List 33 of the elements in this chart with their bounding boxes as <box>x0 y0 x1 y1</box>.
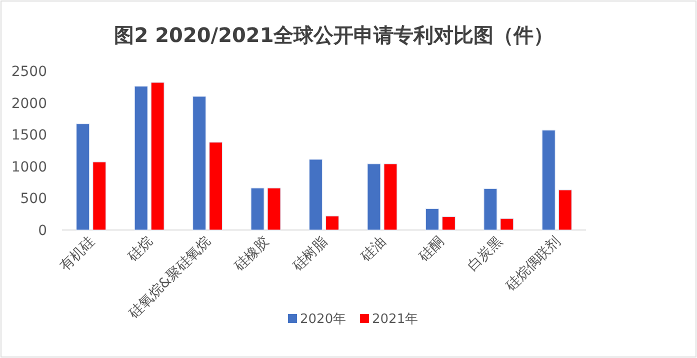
bar <box>442 216 456 230</box>
bar <box>92 162 106 230</box>
x-tick-label: 硅烷 <box>124 234 156 266</box>
bar <box>250 188 264 230</box>
bar <box>267 188 281 230</box>
bar <box>308 159 323 230</box>
y-tick-label: 1500 <box>11 128 47 144</box>
y-tick-label: 2500 <box>11 64 47 80</box>
bar <box>192 96 206 230</box>
bar <box>484 188 498 230</box>
legend-label: 2021年 <box>372 312 418 327</box>
bar <box>542 130 556 230</box>
bar <box>325 216 340 230</box>
x-tick-label: 硅树脂 <box>289 234 331 276</box>
legend-label: 2020年 <box>300 312 346 327</box>
x-tick-label: 有机硅 <box>56 234 98 275</box>
bar <box>425 208 439 230</box>
x-tick-label: 硅橡胶 <box>230 234 273 276</box>
x-tick-label: 硅油 <box>357 234 390 266</box>
bar <box>384 164 398 230</box>
bar <box>209 142 223 230</box>
bar <box>134 86 148 230</box>
y-tick-label: 2000 <box>11 96 47 112</box>
bar <box>500 218 514 230</box>
bar <box>76 123 90 230</box>
bar <box>367 164 381 230</box>
bar <box>558 190 572 230</box>
y-tick-label: 0 <box>38 223 47 239</box>
chart-title: 图2 2020/2021全球公开申请专利对比图（件） <box>114 23 554 47</box>
x-tick-label: 硅酮 <box>415 234 448 266</box>
bar <box>150 82 164 230</box>
y-tick-label: 500 <box>20 191 47 208</box>
y-tick-label: 1000 <box>11 159 47 176</box>
